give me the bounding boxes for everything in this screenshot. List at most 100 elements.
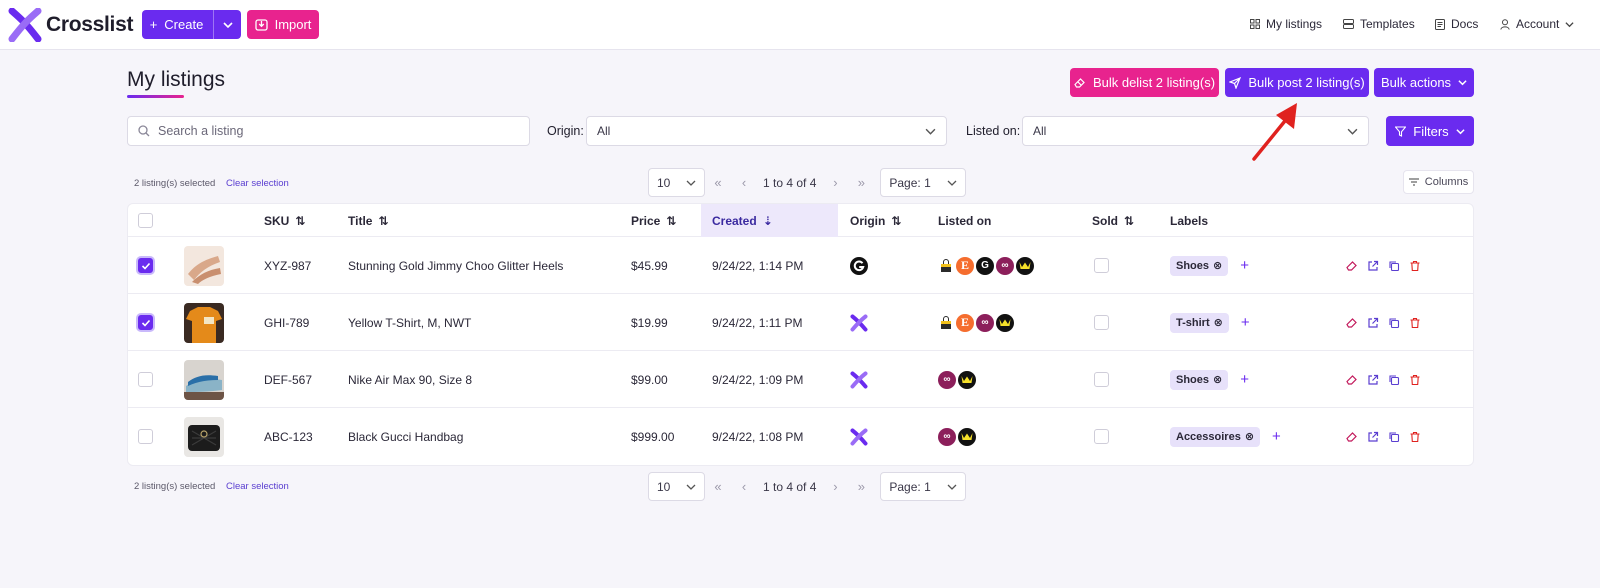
trash-icon[interactable]	[1409, 260, 1421, 272]
sold-checkbox[interactable]	[1094, 258, 1109, 273]
per-page-select[interactable]: 10	[648, 168, 705, 197]
table-row[interactable]: ABC-123 Black Gucci Handbag $999.00 9/24…	[128, 408, 1473, 465]
last-page-icon[interactable]: »	[857, 175, 865, 190]
filters-button[interactable]: Filters	[1386, 116, 1474, 146]
trash-icon[interactable]	[1409, 431, 1421, 443]
header-sold[interactable]: Sold ⇅	[1092, 213, 1135, 228]
next-page-icon[interactable]: ›	[833, 175, 838, 190]
remove-label-icon[interactable]: ⊗	[1244, 431, 1255, 443]
remove-label-icon[interactable]: ⊗	[1213, 260, 1223, 272]
crown-icon[interactable]	[958, 427, 976, 446]
label-chip[interactable]: T-shirt ⊗	[1170, 312, 1229, 333]
title-cell[interactable]: Nike Air Max 90, Size 8	[348, 372, 473, 387]
row-checkbox[interactable]	[138, 429, 153, 444]
search-input[interactable]: Search a listing	[127, 116, 530, 146]
add-label-icon[interactable]: +	[1240, 257, 1249, 274]
copy-icon[interactable]	[1388, 317, 1400, 329]
add-label-icon[interactable]: +	[1240, 371, 1249, 388]
nav-my-listings-label: My listings	[1266, 17, 1323, 31]
prev-page-icon[interactable]: ‹	[741, 479, 747, 494]
title-cell[interactable]: Yellow T-Shirt, M, NWT	[348, 315, 472, 330]
sold-checkbox[interactable]	[1094, 429, 1109, 444]
nav-account[interactable]: Account	[1500, 17, 1574, 31]
header-created[interactable]: Created ⇣	[701, 204, 838, 237]
table-row[interactable]: XYZ-987 Stunning Gold Jimmy Choo Glitter…	[128, 237, 1473, 294]
next-page-icon[interactable]: ›	[833, 479, 838, 494]
title-cell[interactable]: Stunning Gold Jimmy Choo Glitter Heels	[348, 258, 564, 273]
import-button[interactable]: Import	[247, 10, 319, 39]
page-select[interactable]: Page: 1	[880, 168, 967, 197]
row-checkbox[interactable]	[138, 258, 153, 273]
external-link-icon[interactable]	[1367, 260, 1379, 272]
header-title[interactable]: Title ⇅	[348, 213, 389, 228]
product-thumbnail[interactable]	[184, 359, 224, 400]
product-thumbnail[interactable]	[184, 416, 224, 457]
create-button[interactable]: + Create	[142, 10, 241, 39]
per-page-select[interactable]: 10	[648, 472, 705, 501]
header-price[interactable]: Price ⇅	[631, 213, 677, 228]
listed-on-select[interactable]: All	[1022, 116, 1369, 146]
trash-icon[interactable]	[1409, 374, 1421, 386]
last-page-icon[interactable]: »	[857, 479, 865, 494]
page-select[interactable]: Page: 1	[880, 472, 967, 501]
clear-selection-link[interactable]: Clear selection	[226, 178, 289, 189]
external-link-icon[interactable]	[1367, 317, 1379, 329]
crown-icon[interactable]	[958, 370, 976, 389]
copy-icon[interactable]	[1388, 260, 1400, 272]
eraser-icon[interactable]	[1346, 431, 1358, 443]
eraser-icon[interactable]	[1346, 260, 1358, 272]
bulk-delist-button[interactable]: Bulk delist 2 listing(s)	[1070, 68, 1219, 97]
eraser-icon[interactable]	[1346, 374, 1358, 386]
external-link-icon[interactable]	[1367, 431, 1379, 443]
clear-selection-link[interactable]: Clear selection	[226, 481, 289, 492]
columns-button[interactable]: Columns	[1403, 170, 1474, 194]
etsy-icon[interactable]: E	[956, 313, 974, 332]
crown-icon[interactable]	[996, 313, 1014, 332]
grailed-icon[interactable]: G	[976, 256, 994, 275]
create-dropdown-toggle[interactable]	[213, 10, 241, 39]
add-label-icon[interactable]: +	[1272, 428, 1281, 445]
table-row[interactable]: GHI-789 Yellow T-Shirt, M, NWT $19.99 9/…	[128, 294, 1473, 351]
bulk-actions-button[interactable]: Bulk actions	[1374, 68, 1474, 97]
product-thumbnail[interactable]	[184, 245, 224, 286]
label-chip[interactable]: Shoes ⊗	[1170, 369, 1229, 390]
copy-icon[interactable]	[1388, 431, 1400, 443]
remove-label-icon[interactable]: ⊗	[1213, 374, 1223, 386]
poshmark-bag-icon[interactable]	[938, 256, 954, 275]
crown-icon[interactable]	[1016, 256, 1034, 275]
product-thumbnail[interactable]	[184, 302, 224, 343]
first-page-icon[interactable]: «	[714, 479, 722, 494]
select-all-checkbox[interactable]	[138, 213, 153, 228]
title-cell[interactable]: Black Gucci Handbag	[348, 429, 464, 444]
copy-icon[interactable]	[1388, 374, 1400, 386]
nav-docs[interactable]: Docs	[1435, 17, 1478, 31]
link-icon[interactable]: ∞	[996, 256, 1014, 275]
nav-templates[interactable]: Templates	[1343, 17, 1415, 31]
logo[interactable]: Crosslist	[8, 8, 133, 42]
trash-icon[interactable]	[1409, 317, 1421, 329]
eraser-icon[interactable]	[1346, 317, 1358, 329]
link-icon[interactable]: ∞	[938, 427, 956, 446]
row-checkbox[interactable]	[138, 315, 153, 330]
row-checkbox[interactable]	[138, 372, 153, 387]
etsy-icon[interactable]: E	[956, 256, 974, 275]
first-page-icon[interactable]: «	[714, 175, 722, 190]
origin-select[interactable]: All	[586, 116, 947, 146]
sold-checkbox[interactable]	[1094, 315, 1109, 330]
bulk-post-button[interactable]: Bulk post 2 listing(s)	[1225, 68, 1369, 97]
link-icon[interactable]: ∞	[976, 313, 994, 332]
link-icon[interactable]: ∞	[938, 370, 956, 389]
sold-checkbox[interactable]	[1094, 372, 1109, 387]
table-row[interactable]: DEF-567 Nike Air Max 90, Size 8 $99.00 9…	[128, 351, 1473, 408]
nav-account-label: Account	[1516, 17, 1560, 31]
nav-my-listings[interactable]: My listings	[1250, 17, 1322, 31]
remove-label-icon[interactable]: ⊗	[1213, 317, 1223, 329]
prev-page-icon[interactable]: ‹	[741, 175, 747, 190]
poshmark-bag-icon[interactable]	[938, 313, 954, 332]
label-chip[interactable]: Shoes ⊗	[1170, 255, 1229, 276]
external-link-icon[interactable]	[1367, 374, 1379, 386]
header-sku[interactable]: SKU ⇅	[264, 213, 306, 228]
label-chip[interactable]: Accessoires ⊗	[1170, 426, 1261, 447]
header-origin[interactable]: Origin ⇅	[850, 213, 902, 228]
add-label-icon[interactable]: +	[1240, 314, 1250, 331]
